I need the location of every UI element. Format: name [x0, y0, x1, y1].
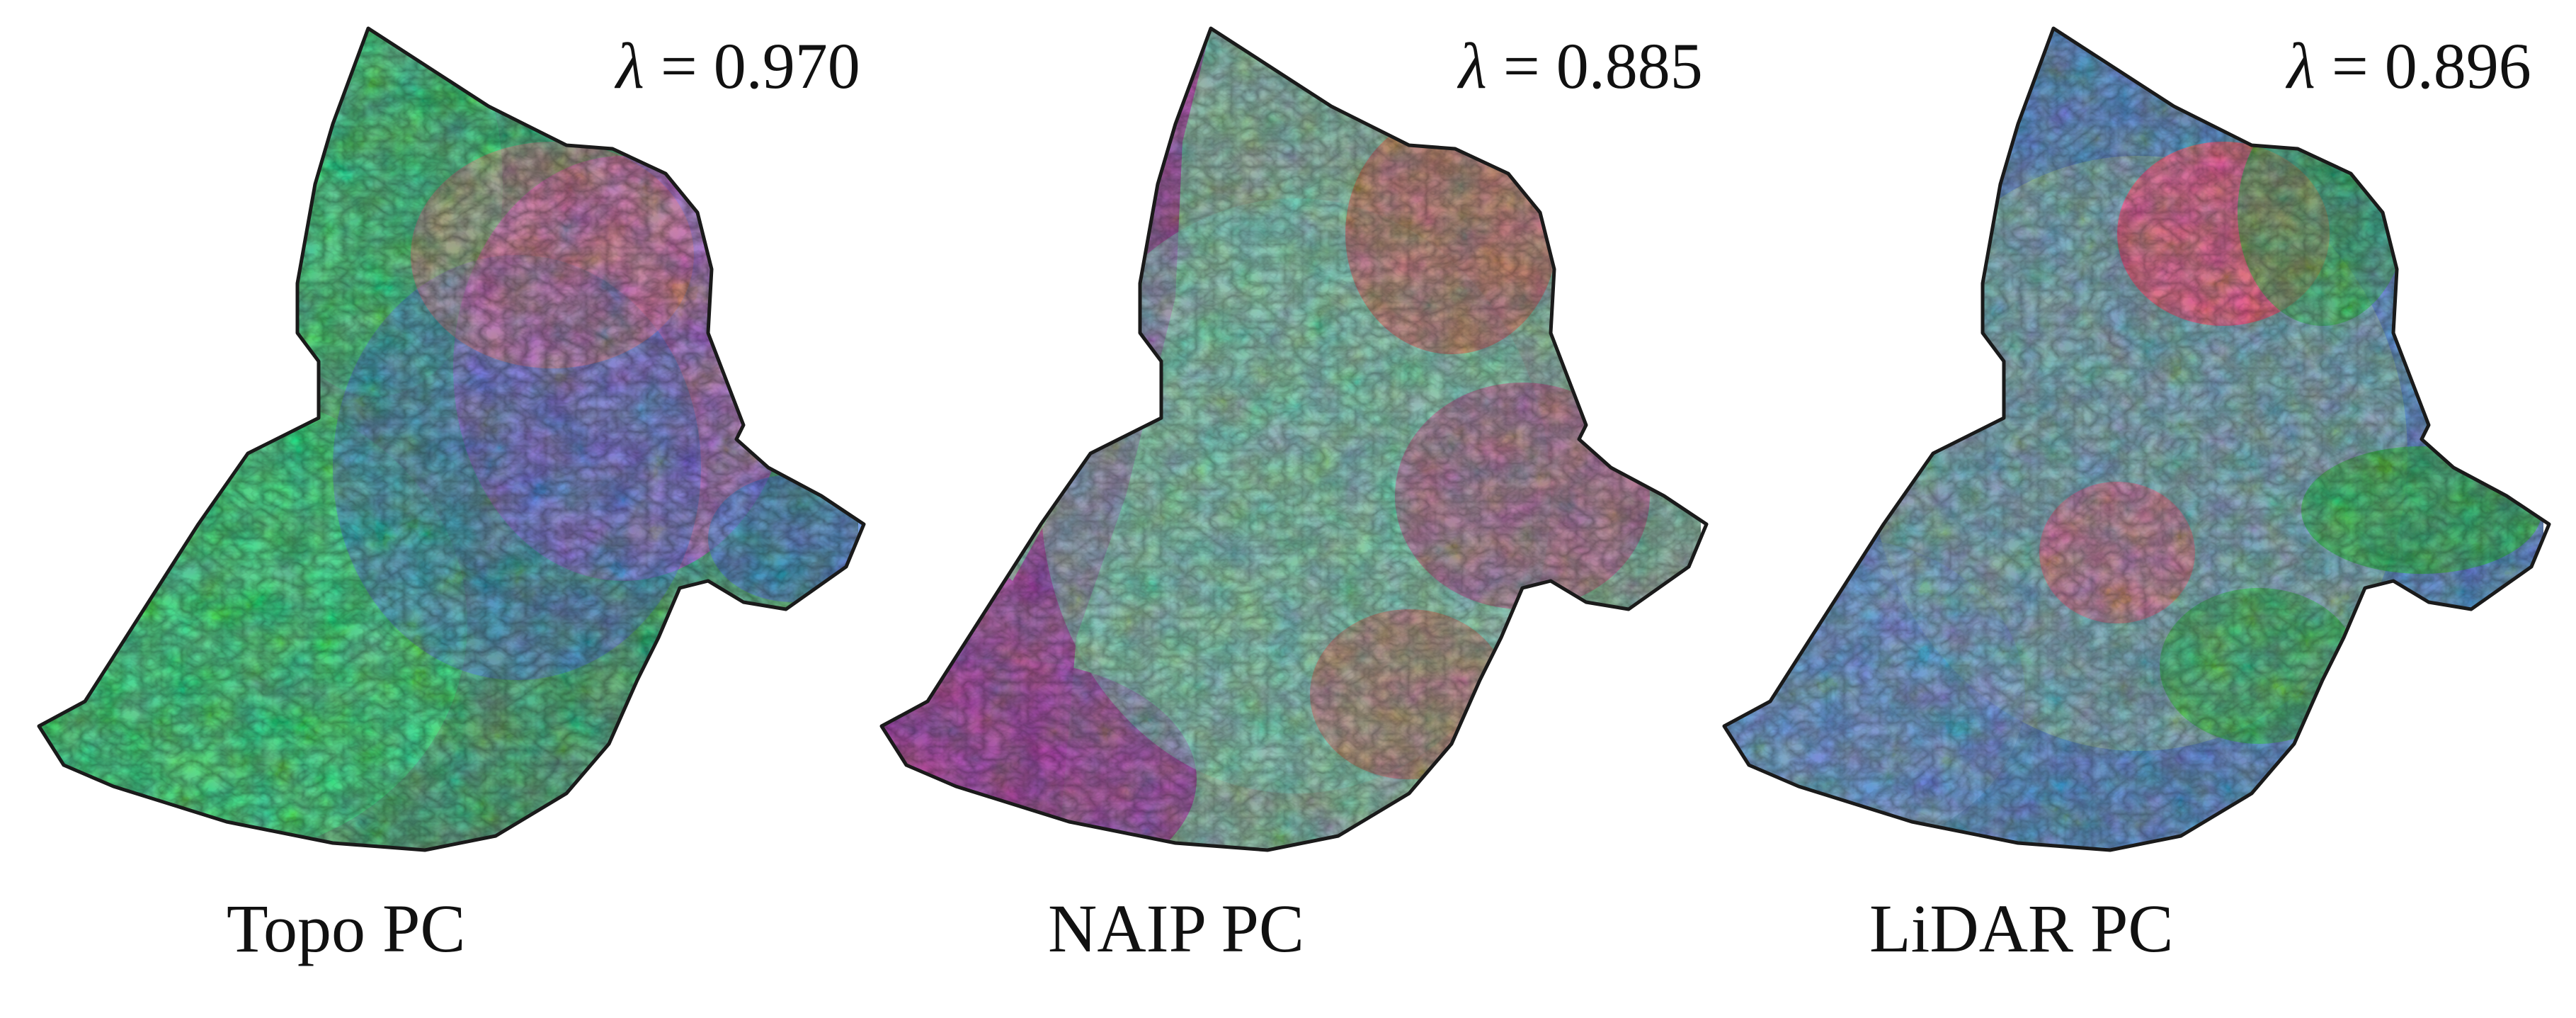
naip-pc-map	[879, 26, 1709, 852]
lambda-value: 0.896	[2384, 30, 2531, 102]
map-boundary	[37, 26, 866, 852]
map-hillshade	[882, 28, 1701, 850]
map-boundary	[879, 26, 1709, 852]
lambda-stat: λ = 0.896	[2287, 28, 2531, 103]
map-panel-topo: λ = 0.970 Topo PC	[0, 0, 866, 1018]
lambda-equals: =	[644, 30, 714, 102]
lidar-pc-map	[1722, 26, 2551, 852]
lambda-equals: =	[2315, 30, 2385, 102]
topo-pc-map	[37, 26, 866, 852]
map-panel-lidar: λ = 0.896 LiDAR PC	[1685, 0, 2551, 1018]
lambda-stat: λ = 0.970	[616, 28, 860, 103]
lambda-symbol: λ	[616, 30, 644, 102]
lambda-value: 0.885	[1556, 30, 1703, 102]
panel-caption: NAIP PC	[1048, 890, 1304, 966]
lambda-value: 0.970	[713, 30, 860, 102]
panel-caption: LiDAR PC	[1869, 890, 2174, 966]
map-hillshade	[39, 28, 858, 850]
map-panel-naip: λ = 0.885 NAIP PC	[843, 0, 1709, 1018]
map-boundary	[1722, 26, 2551, 852]
panel-caption: Topo PC	[227, 890, 466, 966]
lambda-symbol: λ	[2287, 30, 2315, 102]
lambda-stat: λ = 0.885	[1459, 28, 1703, 103]
map-hillshade	[1724, 28, 2543, 850]
lambda-equals: =	[1486, 30, 1556, 102]
lambda-symbol: λ	[1459, 30, 1487, 102]
